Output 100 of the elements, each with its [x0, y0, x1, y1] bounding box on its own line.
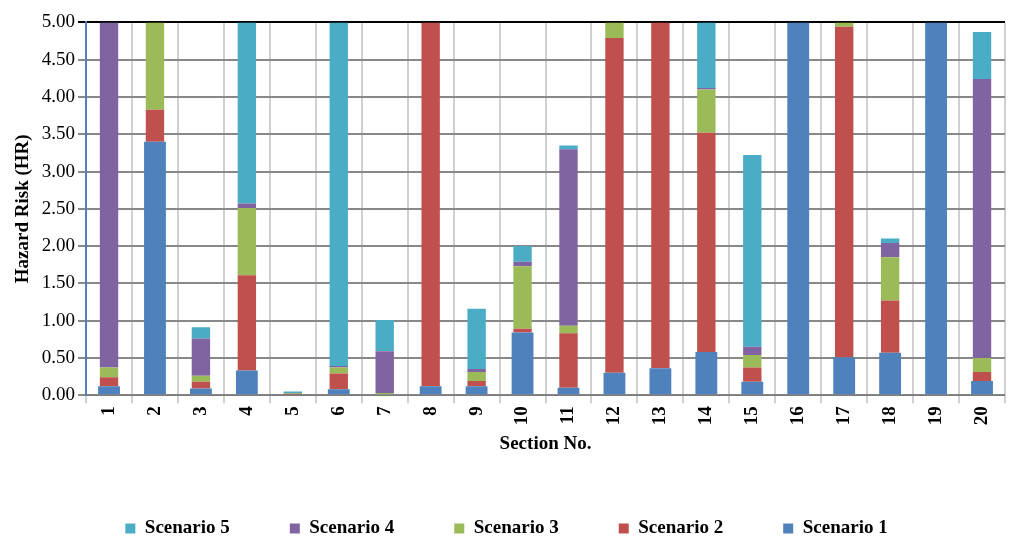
x-tick-label: 20	[969, 406, 991, 426]
y-tick-label: 2.00	[41, 234, 76, 256]
x-tick-label: 15	[740, 406, 762, 426]
x-tick-label: 12	[602, 406, 624, 426]
bar	[880, 243, 900, 258]
bar	[972, 357, 992, 373]
bar	[559, 149, 578, 326]
bar	[419, 386, 442, 395]
bar	[327, 389, 350, 395]
bar	[329, 22, 348, 367]
bar	[787, 22, 810, 395]
legend-label: Scenario 2	[638, 516, 724, 538]
bar	[743, 367, 762, 382]
x-tick-label: 6	[326, 406, 348, 416]
x-tick-label: 7	[372, 405, 394, 416]
y-axis-title: Hazard Risk (HR)	[11, 134, 34, 284]
bar	[329, 367, 348, 374]
bar	[879, 352, 902, 395]
y-tick-label: 1.50	[41, 271, 76, 293]
bar	[605, 22, 624, 39]
y-tick-label: 5.00	[41, 10, 76, 32]
bar	[697, 89, 716, 133]
bar	[697, 132, 716, 352]
bar	[237, 208, 257, 276]
bar	[695, 351, 718, 395]
bar	[465, 386, 488, 395]
legend-label: Scenario 4	[309, 516, 395, 538]
bar	[237, 275, 257, 371]
bar	[559, 325, 578, 334]
bar	[99, 367, 119, 378]
bar	[467, 308, 486, 370]
x-tick-label: 13	[648, 406, 670, 426]
bar	[603, 372, 626, 395]
x-tick-label: 10	[510, 406, 532, 426]
bar	[467, 369, 486, 373]
x-tick-label: 4	[234, 405, 256, 416]
x-tick-label: 16	[786, 406, 808, 426]
bar	[190, 388, 212, 395]
x-tick-label: 19	[923, 406, 945, 426]
bar	[511, 332, 534, 395]
bar	[191, 327, 211, 339]
bar	[98, 386, 120, 395]
bar	[651, 22, 670, 369]
bar	[559, 145, 578, 150]
bar	[191, 375, 211, 382]
y-tick-label: 4.50	[41, 47, 76, 69]
x-tick-label: 9	[464, 406, 486, 416]
bar	[743, 354, 762, 368]
bar	[925, 22, 947, 395]
bar	[649, 368, 672, 395]
bar	[834, 26, 854, 358]
bar	[743, 155, 762, 347]
bar	[467, 372, 486, 382]
bar	[559, 333, 578, 388]
bar	[972, 79, 992, 358]
bar	[237, 22, 257, 204]
bar	[513, 246, 532, 262]
x-tick-label: 2	[142, 406, 164, 416]
y-tick-label: 2.50	[41, 196, 76, 218]
x-tick-label: 1	[96, 406, 118, 416]
bar	[697, 22, 716, 89]
bar	[972, 372, 992, 382]
x-tick-label: 3	[188, 406, 210, 416]
x-tick-label: 8	[418, 406, 440, 416]
x-tick-label: 17	[832, 405, 854, 426]
legend-label: Scenario 3	[473, 516, 559, 538]
bar	[375, 351, 394, 393]
y-tick-label: 0.00	[41, 383, 76, 405]
bar	[421, 22, 440, 387]
bar	[741, 381, 764, 395]
bar	[145, 109, 165, 142]
bar	[513, 266, 532, 329]
bar	[880, 300, 900, 353]
y-tick-label: 3.50	[41, 122, 76, 144]
bar	[191, 338, 211, 376]
bar	[144, 141, 166, 395]
legend-label: Scenario 5	[144, 516, 230, 538]
bar	[99, 377, 119, 387]
bar	[375, 319, 394, 352]
bar	[235, 370, 258, 395]
y-tick-label: 1.00	[41, 308, 76, 330]
bar	[972, 32, 992, 80]
bar	[467, 381, 486, 387]
bar	[971, 381, 993, 395]
bar	[605, 38, 624, 373]
bar	[99, 22, 119, 368]
y-tick-label: 4.00	[41, 84, 76, 106]
x-axis-title: Section No.	[499, 431, 592, 453]
y-tick-label: 0.50	[41, 345, 76, 367]
bar	[513, 328, 532, 333]
bar	[329, 373, 348, 390]
bar	[743, 346, 762, 355]
x-tick-label: 11	[556, 406, 578, 425]
legend-label: Scenario 1	[802, 516, 888, 538]
bar	[513, 261, 532, 267]
bar	[145, 22, 165, 110]
x-tick-label: 18	[878, 406, 900, 426]
bar	[880, 257, 900, 301]
x-tick-label: 14	[694, 405, 716, 426]
x-tick-label: 5	[280, 406, 302, 416]
